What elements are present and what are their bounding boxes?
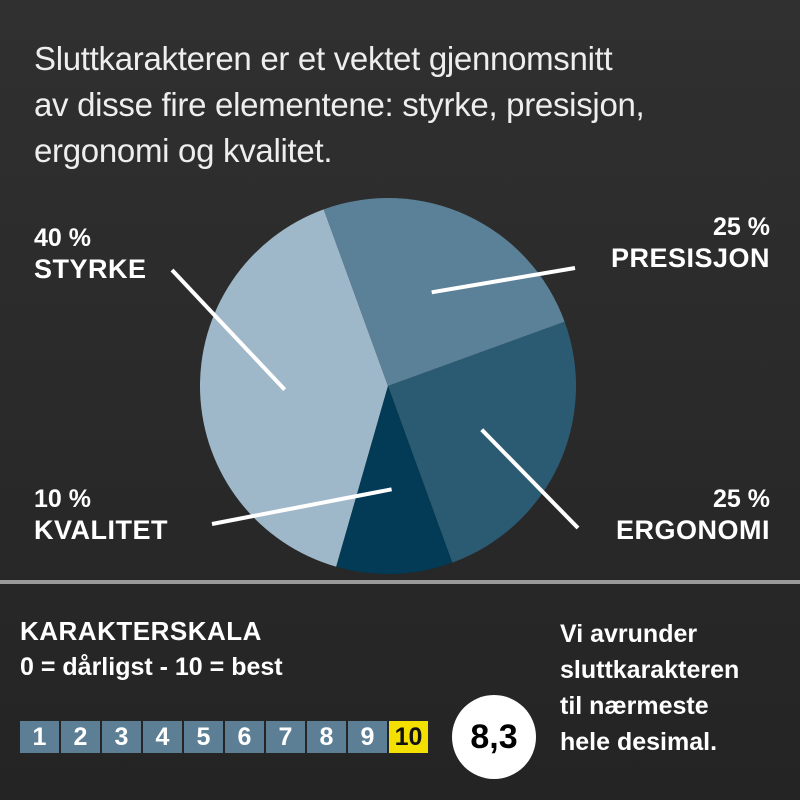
- intro-line: ergonomi og kvalitet.: [34, 132, 333, 169]
- slice-name-styrke: STYRKE: [34, 254, 147, 284]
- slice-name-ergonomi: ERGONOMI: [615, 515, 770, 545]
- scale-cell-4: 4: [143, 721, 182, 753]
- scale-cell-7: 7: [266, 721, 305, 753]
- leader-line-styrke: [170, 268, 287, 391]
- scale-cell-5: 5: [184, 721, 223, 753]
- score-badge: 8,3: [452, 695, 536, 779]
- scale-title: KARAKTERSKALA: [20, 616, 262, 646]
- note-line: sluttkarakteren: [560, 656, 740, 684]
- divider: [0, 580, 800, 584]
- pie-leaders: [170, 266, 580, 530]
- slice-label-styrke: 40 % STYRKE: [34, 223, 147, 285]
- slice-percent-kvalitet: 10 %: [34, 485, 91, 513]
- pie-slice-kvalitet: [336, 386, 453, 574]
- grade-scale: 1 2 3 4 5 6 7 8 9 10: [20, 721, 430, 753]
- scale-cell-1: 1: [20, 721, 59, 753]
- intro-line: av disse fire elementene: styrke, presis…: [34, 86, 645, 123]
- leader-line-kvalitet: [211, 487, 392, 526]
- slice-label-ergonomi: 25 % ERGONOMI: [616, 484, 770, 546]
- pie-slices: [200, 198, 576, 574]
- leader-line-presisjon: [431, 266, 576, 295]
- slice-name-kvalitet: KVALITET: [34, 515, 168, 545]
- slice-percent-ergonomi: 25 %: [713, 485, 770, 513]
- scale-cell-6: 6: [225, 721, 264, 753]
- note-line: hele desimal.: [560, 728, 718, 756]
- pie-slice-styrke: [200, 209, 388, 567]
- intro-line: Sluttkarakteren er et vektet gjennomsnit…: [34, 40, 613, 77]
- scale-cell-2: 2: [61, 721, 100, 753]
- scale-subtitle: 0 = dårligst - 10 = best: [20, 653, 283, 681]
- scale-cell-9: 9: [348, 721, 387, 753]
- rounding-note: Vi avrunder sluttkarakteren til nærmeste…: [560, 616, 790, 760]
- scale-cell-10: 10: [389, 721, 428, 753]
- pie-slice-ergonomi: [388, 321, 576, 563]
- slice-name-presisjon: PRESISJON: [610, 243, 770, 273]
- note-line: til nærmeste: [560, 692, 709, 720]
- slice-label-kvalitet: 10 % KVALITET: [34, 484, 168, 546]
- note-line: Vi avrunder: [560, 620, 698, 648]
- slice-percent-presisjon: 25 %: [713, 213, 770, 241]
- scale-cell-3: 3: [102, 721, 141, 753]
- intro-text: Sluttkarakteren er et vektet gjennomsnit…: [34, 36, 774, 174]
- slice-percent-styrke: 40 %: [34, 224, 91, 252]
- scale-cell-8: 8: [307, 721, 346, 753]
- leader-line-ergonomi: [480, 428, 580, 530]
- slice-label-presisjon: 25 % PRESISJON: [611, 212, 770, 274]
